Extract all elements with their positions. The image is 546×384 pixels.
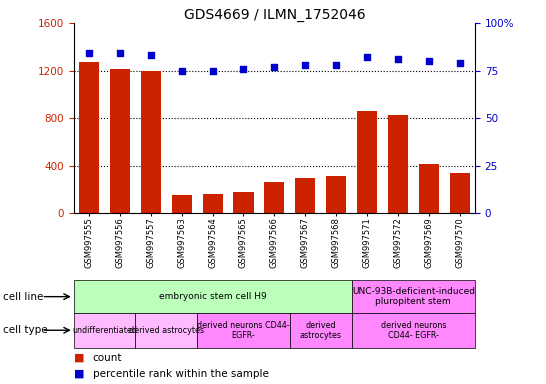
Bar: [135, 313, 197, 348]
Bar: [449, 173, 470, 213]
Text: derived astrocytes: derived astrocytes: [129, 326, 204, 335]
Bar: [110, 69, 130, 213]
Bar: [234, 192, 253, 213]
Text: derived neurons
CD44- EGFR-: derived neurons CD44- EGFR-: [381, 321, 446, 340]
Text: count: count: [93, 353, 122, 363]
Point: [424, 58, 433, 64]
Bar: [352, 280, 475, 313]
Bar: [357, 111, 377, 213]
Text: UNC-93B-deficient-induced
pluropitent stem: UNC-93B-deficient-induced pluropitent st…: [352, 287, 475, 306]
Title: GDS4669 / ILMN_1752046: GDS4669 / ILMN_1752046: [183, 8, 365, 22]
Text: cell line: cell line: [3, 291, 43, 302]
Point: [394, 56, 402, 62]
Point: [239, 66, 248, 72]
Bar: [419, 164, 439, 213]
Text: undifferentiated: undifferentiated: [72, 326, 137, 335]
Bar: [352, 313, 475, 348]
Point: [270, 64, 279, 70]
Bar: [264, 182, 284, 213]
Text: ■: ■: [74, 353, 84, 363]
Point: [332, 62, 341, 68]
Bar: [388, 115, 408, 213]
Bar: [203, 194, 223, 213]
Bar: [74, 280, 352, 313]
Point: [177, 68, 186, 74]
Bar: [172, 195, 192, 213]
Text: derived
astrocytes: derived astrocytes: [300, 321, 342, 340]
Point: [116, 50, 124, 56]
Point: [146, 52, 155, 58]
Bar: [74, 313, 135, 348]
Point: [455, 60, 464, 66]
Bar: [290, 313, 352, 348]
Bar: [197, 313, 290, 348]
Point: [301, 62, 310, 68]
Text: ■: ■: [74, 369, 84, 379]
Bar: [326, 176, 346, 213]
Text: cell type: cell type: [3, 325, 48, 335]
Point: [208, 68, 217, 74]
Bar: [141, 71, 161, 213]
Point: [85, 50, 93, 56]
Bar: [295, 178, 315, 213]
Text: percentile rank within the sample: percentile rank within the sample: [93, 369, 269, 379]
Text: derived neurons CD44-
EGFR-: derived neurons CD44- EGFR-: [197, 321, 290, 340]
Text: embryonic stem cell H9: embryonic stem cell H9: [159, 292, 266, 301]
Bar: [79, 62, 99, 213]
Point: [363, 54, 371, 60]
